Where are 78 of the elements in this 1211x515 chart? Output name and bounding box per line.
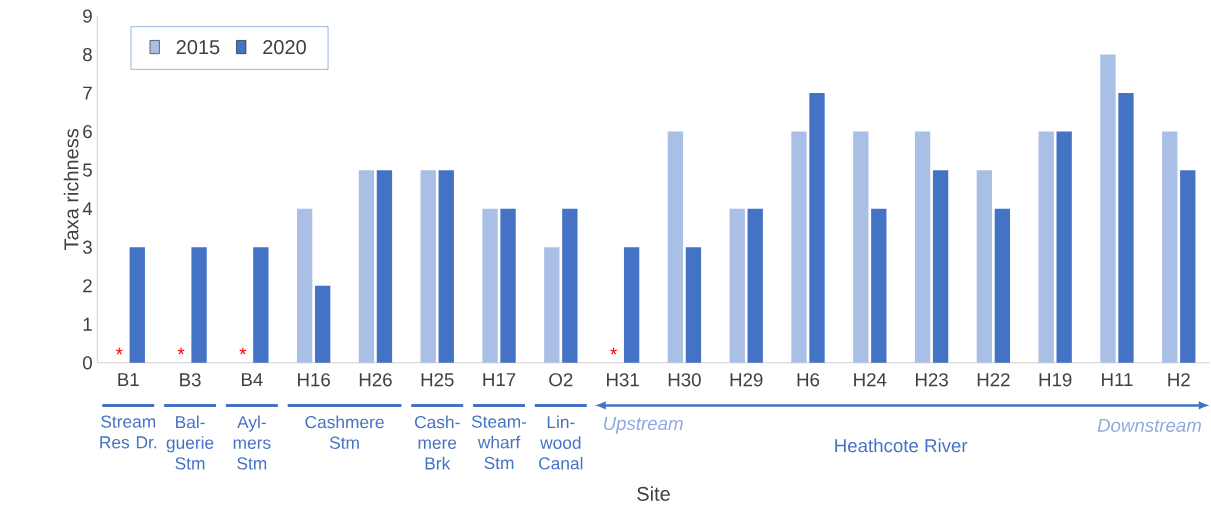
bar [1038, 131, 1054, 363]
text: Bal-guerie Stm [166, 415, 214, 470]
annotation: * [177, 347, 185, 355]
text: Lin-wood Canal [539, 415, 583, 470]
x-tick-label: H26 [359, 373, 392, 387]
y-axis-title: Taxa richness [63, 129, 79, 251]
y-tick-label: 0 [83, 356, 92, 370]
bar [747, 208, 763, 363]
x-tick-label: H23 [915, 373, 948, 387]
legend-label: 2015 [176, 40, 220, 55]
bar [729, 208, 745, 363]
x-tick-label: B4 [241, 373, 263, 387]
text: Steam-wharf Stm [471, 415, 527, 470]
bar [1100, 54, 1116, 363]
y-tick-label: 9 [83, 9, 92, 23]
annotation: * [239, 347, 247, 355]
y-tick-label: 2 [83, 279, 92, 293]
legend-label: 2020 [263, 40, 306, 55]
text: Cashmere Stm [305, 415, 384, 449]
bar [1118, 93, 1134, 363]
bar [544, 247, 560, 363]
x-tick-label: B3 [180, 373, 201, 387]
bar [1180, 170, 1196, 363]
x-tick-label: H16 [298, 373, 330, 387]
bar [562, 208, 578, 363]
text: Ayl-mers Stm [233, 415, 271, 470]
bar [623, 247, 640, 363]
annotation: * [115, 347, 123, 355]
x-tick-label: H25 [421, 373, 454, 387]
text: Upstream [604, 417, 683, 434]
bar [296, 208, 313, 363]
bar [667, 131, 684, 363]
bar [1056, 131, 1072, 363]
bar [994, 208, 1011, 363]
bar [314, 285, 331, 363]
y-tick-label: 8 [83, 48, 92, 62]
bar [871, 208, 887, 363]
text: Stream Res Dr. [100, 415, 157, 449]
x-tick-label: H24 [854, 373, 887, 387]
x-tick-label: H29 [730, 373, 763, 387]
x-tick-label: H2 [1168, 373, 1190, 387]
bar [932, 170, 949, 363]
y-tick-label: 3 [82, 240, 92, 254]
x-tick-label: H22 [977, 373, 1010, 387]
bar [420, 170, 436, 363]
bar [853, 131, 869, 363]
bar [809, 93, 825, 363]
y-tick-label: 6 [83, 125, 92, 139]
y-tick-label: 4 [82, 202, 93, 216]
y-tick-label: 1 [83, 317, 92, 331]
y-tick-label: 7 [83, 86, 92, 100]
x-tick-label: B1 [118, 373, 139, 387]
bar [253, 247, 269, 363]
x-tick-label: O2 [549, 373, 573, 387]
bar [976, 170, 993, 363]
bar [358, 170, 375, 363]
text: Cash-mere Brk [414, 415, 460, 470]
bar [685, 247, 702, 363]
x-tick-label: H6 [797, 373, 820, 387]
x-axis-title: Site [637, 486, 670, 502]
x-tick-label: H17 [483, 373, 516, 387]
text: Heathcote River [835, 438, 968, 453]
x-tick-label: H11 [1102, 373, 1133, 387]
text: Downstream [1097, 419, 1201, 433]
bar [482, 208, 498, 363]
bar [791, 131, 807, 363]
bar [129, 247, 145, 363]
x-tick-label: H30 [668, 373, 701, 387]
bar [438, 170, 454, 363]
bar [1162, 131, 1178, 363]
bar [376, 170, 393, 363]
y-tick-label: 5 [83, 163, 92, 177]
bar [914, 131, 931, 363]
x-tick-label: H31 [607, 373, 639, 387]
bar [500, 208, 516, 363]
x-tick-label: H19 [1039, 373, 1072, 387]
bar [191, 247, 207, 363]
annotation: * [610, 347, 617, 355]
